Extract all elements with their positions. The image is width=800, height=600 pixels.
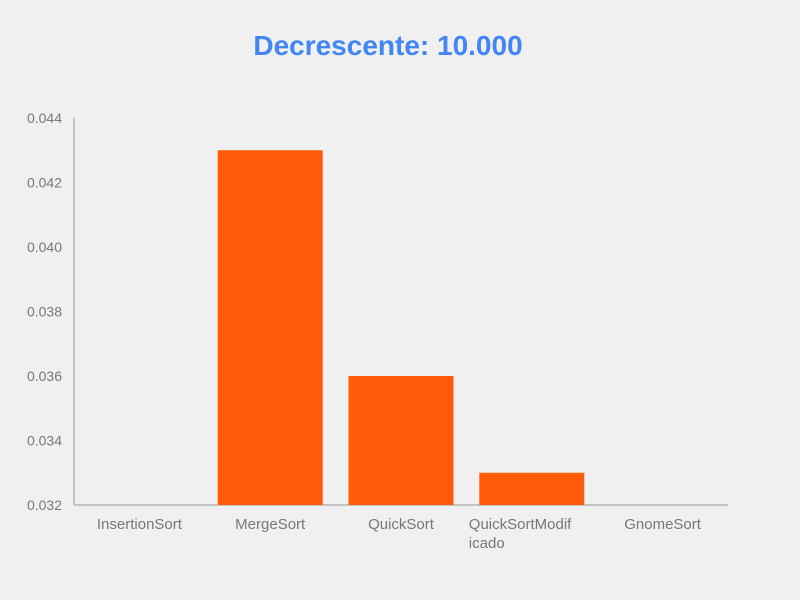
x-tick-label: InsertionSort [97, 516, 183, 533]
bar-quicksortmodificado [479, 472, 585, 505]
bar-quicksort [348, 376, 454, 505]
y-tick-label: 0.034 [27, 433, 62, 449]
y-tick-label: 0.044 [27, 110, 62, 126]
x-tick-label: MergeSort [235, 516, 306, 533]
x-tick-label: GnomeSort [624, 516, 702, 533]
bar-mergesort [217, 150, 323, 505]
chart-title: Decrescente: 10.000 [253, 30, 523, 61]
x-tick-label: QuickSortModif icado [469, 516, 572, 552]
y-tick-label: 0.038 [27, 304, 62, 320]
y-tick-label: 0.042 [27, 175, 62, 191]
x-tick-label: QuickSort [368, 516, 435, 533]
y-tick-label: 0.036 [27, 368, 62, 384]
y-tick-label: 0.032 [27, 497, 62, 513]
y-tick-label: 0.040 [27, 239, 62, 255]
